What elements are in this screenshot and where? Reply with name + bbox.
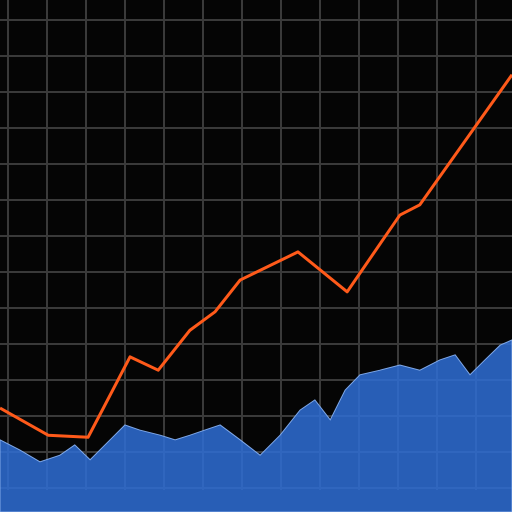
area bbox=[0, 339, 512, 512]
line bbox=[0, 73, 512, 439]
